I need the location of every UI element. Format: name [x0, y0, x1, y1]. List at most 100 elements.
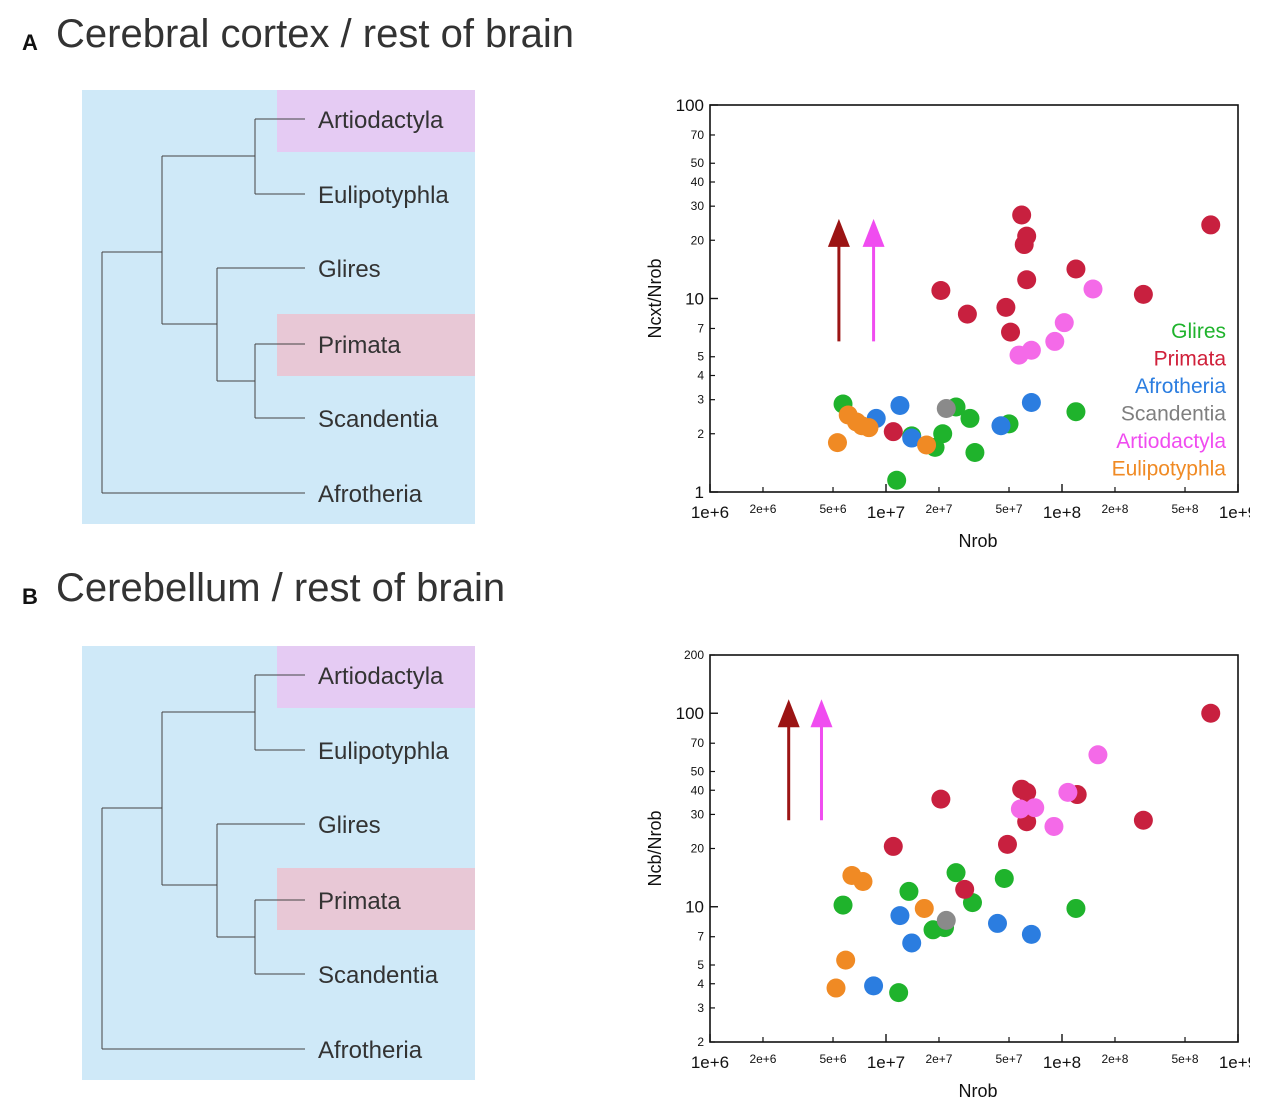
data-point-primata	[883, 836, 903, 856]
x-tick-label: 2e+7	[925, 502, 952, 516]
data-point-artiodactyla	[1045, 331, 1065, 351]
data-point-eulipotyphla	[914, 898, 934, 918]
x-tick-label: 5e+6	[820, 502, 847, 516]
y-tick-label: 50	[691, 156, 705, 170]
data-point-primata	[883, 422, 903, 442]
data-point-primata	[1017, 270, 1037, 290]
x-axis-title: Nrob	[958, 1081, 997, 1101]
data-point-primata	[931, 280, 951, 300]
tree-branches	[101, 118, 305, 494]
arrow-head	[810, 699, 833, 728]
x-tick-label: 2e+8	[1101, 1052, 1128, 1066]
taxon-label: Artiodactyla	[318, 107, 444, 134]
data-point-glires	[833, 895, 853, 915]
y-axis-title: Ncb/Nrob	[645, 810, 665, 886]
data-point-afrotheria	[890, 395, 910, 415]
data-point-afrotheria	[1021, 393, 1041, 413]
x-tick-label: 5e+8	[1172, 502, 1199, 516]
x-tick-label: 1e+9	[1219, 503, 1250, 522]
x-tick-label: 5e+8	[1172, 1052, 1199, 1066]
data-point-afrotheria	[890, 906, 910, 926]
y-tick-label: 70	[691, 736, 705, 750]
y-axis-title: Ncxt/Nrob	[645, 258, 665, 338]
scatter-chart-cerebellum: 1e+6 1e+7 1e+8 1e+9 2e+6 5e+6 2e+7 5e+7 2e+8 5e+8…	[645, 648, 1250, 1101]
data-point-primata	[1201, 703, 1221, 723]
taxon-label: Scandentia	[318, 406, 439, 433]
x-tick-label: 2e+6	[749, 502, 776, 516]
y-tick-label: 40	[691, 175, 705, 189]
y-tick-label: 2	[697, 427, 704, 441]
data-point-primata	[955, 879, 975, 899]
data-point-afrotheria	[1021, 924, 1041, 944]
x-tick-label: 2e+6	[749, 1052, 776, 1066]
y-tick-label: 20	[691, 842, 705, 856]
data-point-primata	[1133, 810, 1153, 830]
y-tick-label: 3	[697, 1001, 704, 1015]
data-point-artiodactyla	[1025, 798, 1045, 818]
x-tick-label: 5e+7	[996, 502, 1023, 516]
x-tick-label: 5e+6	[820, 1052, 847, 1066]
taxon-label: Eulipotyphla	[318, 182, 449, 209]
highlight-artiodactyla	[277, 90, 475, 152]
tree-background	[82, 90, 475, 524]
data-point-afrotheria	[991, 416, 1011, 436]
data-point-glires	[960, 408, 980, 428]
x-tick-label: 1e+8	[1043, 503, 1081, 522]
y-tick-label: 3	[697, 393, 704, 407]
legend-entry: Afrotheria	[1135, 375, 1226, 398]
data-point-primata	[1066, 259, 1086, 279]
y-tick-label: 40	[691, 783, 705, 797]
data-point-afrotheria	[864, 976, 884, 996]
data-point-afrotheria	[902, 933, 922, 953]
data-point-primata	[1133, 284, 1153, 304]
data-point-glires	[994, 868, 1014, 888]
arrow-head	[862, 218, 885, 247]
panel-a-letter: A	[22, 30, 38, 55]
data-point-artiodactyla	[1021, 340, 1041, 360]
data-point-eulipotyphla	[836, 950, 856, 970]
phylogeny-tree-a: Artiodactyla Eulipotyphla Glires Primata…	[82, 90, 475, 524]
data-point-glires	[1066, 402, 1086, 422]
x-tick-label: 1e+7	[867, 503, 905, 522]
data-point-glires	[889, 983, 909, 1003]
phylogeny-tree-b: Artiodactyla Eulipotyphla Glires Primata…	[82, 646, 475, 1080]
data-point-glires	[887, 470, 907, 490]
x-tick-label: 1e+6	[691, 1053, 729, 1072]
legend-entry: Glires	[1171, 320, 1226, 343]
taxon-label: Glires	[318, 256, 381, 283]
y-tick-label: 2	[697, 1035, 704, 1049]
data-point-primata	[1001, 322, 1021, 342]
y-tick-label: 7	[697, 930, 704, 944]
data-point-artiodactyla	[1088, 745, 1108, 765]
taxon-label: Afrotheria	[318, 481, 423, 508]
taxon-label: Afrotheria	[318, 1037, 423, 1064]
data-point-artiodactyla	[1010, 799, 1030, 819]
x-tick-label: 1e+7	[867, 1053, 905, 1072]
taxon-label: Glires	[318, 812, 381, 839]
arrow-head	[777, 699, 800, 728]
data-point-afrotheria	[987, 913, 1007, 933]
arrow-head	[827, 218, 850, 247]
data-point-eulipotyphla	[859, 418, 879, 438]
y-tick-label: 100	[676, 96, 704, 115]
data-point-glires	[946, 863, 966, 883]
y-tick-label: 4	[697, 977, 704, 991]
scatter-chart-cortex: 1e+6 1e+7 1e+8 1e+9 2e+6 5e+6 2e+7 5e+7 2e+8 5e+8…	[645, 96, 1250, 551]
data-point-glires	[965, 443, 985, 463]
x-tick-label: 2e+7	[925, 1052, 952, 1066]
data-point-eulipotyphla	[827, 433, 847, 453]
highlight-primata	[277, 868, 475, 930]
data-point-eulipotyphla	[917, 435, 937, 455]
data-point-eulipotyphla	[826, 978, 846, 998]
x-tick-label: 1e+6	[691, 503, 729, 522]
x-axis-title: Nrob	[958, 531, 997, 551]
legend-entry: Artiodactyla	[1116, 430, 1226, 453]
x-tick-label: 5e+7	[996, 1052, 1023, 1066]
data-point-artiodactyla	[1083, 279, 1103, 299]
data-point-primata	[996, 297, 1016, 317]
data-point-primata	[931, 789, 951, 809]
y-tick-label: 200	[684, 648, 704, 662]
data-point-primata	[1017, 782, 1037, 802]
y-tick-label: 7	[697, 321, 704, 335]
x-tick-label: 1e+8	[1043, 1053, 1081, 1072]
